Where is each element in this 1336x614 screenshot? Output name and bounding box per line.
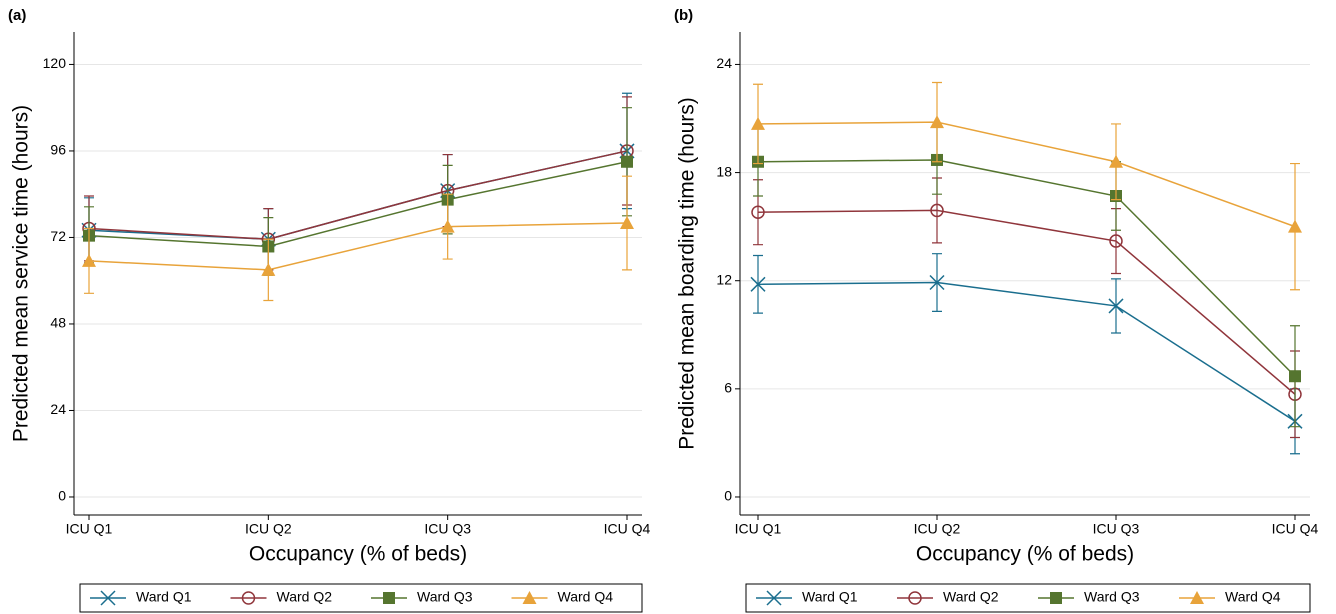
marker	[930, 115, 944, 129]
y-tick-label: 12	[716, 271, 732, 287]
y-tick-label: 18	[716, 163, 732, 179]
y-axis-title: Predicted mean boarding time (hours)	[676, 97, 699, 450]
marker	[751, 205, 765, 219]
marker	[908, 591, 922, 605]
panel-label: (a)	[8, 7, 26, 24]
legend-label: Ward Q2	[943, 589, 999, 605]
legend-label: Ward Q3	[1084, 589, 1140, 605]
legend-label: Ward Q2	[277, 589, 333, 605]
y-tick-label: 0	[724, 488, 732, 504]
series-line	[88, 150, 628, 241]
x-tick-label: ICU Q4	[604, 521, 651, 537]
x-tick-label: ICU Q4	[1272, 521, 1319, 537]
y-tick-label: 24	[50, 401, 66, 417]
marker	[929, 274, 945, 291]
legend-box	[79, 583, 643, 613]
marker	[621, 155, 633, 168]
marker	[241, 591, 256, 605]
y-axis-title: Predicted mean service time (hours)	[10, 105, 33, 442]
y-tick-label: 24	[716, 55, 732, 71]
marker	[1050, 592, 1062, 604]
y-tick-label: 48	[50, 315, 66, 331]
marker	[522, 591, 537, 604]
series-line	[757, 281, 1296, 422]
marker	[440, 219, 455, 233]
x-tick-label: ICU Q1	[735, 521, 782, 537]
y-tick-label: 96	[50, 142, 66, 158]
marker	[750, 276, 766, 292]
legend-label: Ward Q1	[136, 589, 192, 605]
series-line	[88, 150, 628, 241]
marker	[100, 590, 116, 606]
x-axis-title: Occupancy (% of beds)	[916, 543, 1134, 566]
x-tick-label: ICU Q1	[66, 521, 113, 537]
legend-box	[745, 583, 1311, 613]
y-tick-label: 120	[43, 55, 67, 71]
marker	[82, 253, 96, 267]
marker	[1109, 234, 1123, 248]
series-line	[88, 222, 628, 271]
marker	[1288, 219, 1302, 233]
marker	[261, 262, 276, 276]
series-line	[88, 161, 628, 248]
marker	[766, 590, 782, 606]
marker	[1289, 370, 1301, 383]
marker	[1108, 298, 1124, 314]
marker	[930, 203, 944, 218]
marker	[1190, 591, 1204, 604]
x-tick-label: ICU Q2	[245, 521, 292, 537]
y-tick-label: 72	[50, 228, 66, 244]
series-line	[757, 209, 1296, 395]
x-axis-title: Occupancy (% of beds)	[249, 543, 467, 566]
series-line	[757, 121, 1296, 228]
y-tick-label: 0	[58, 488, 66, 504]
legend-label: Ward Q3	[417, 589, 473, 605]
x-tick-label: ICU Q2	[914, 521, 961, 537]
series-line	[757, 159, 1296, 377]
marker	[383, 592, 395, 604]
marker	[1109, 154, 1123, 168]
marker	[620, 216, 634, 230]
legend-label: Ward Q4	[1225, 589, 1281, 605]
marker	[751, 116, 765, 130]
x-tick-label: ICU Q3	[1093, 521, 1140, 537]
y-tick-label: 6	[724, 380, 732, 396]
legend-label: Ward Q4	[558, 589, 614, 605]
panel-label: (b)	[674, 7, 693, 24]
x-tick-label: ICU Q3	[424, 521, 471, 537]
legend-label: Ward Q1	[802, 589, 858, 605]
